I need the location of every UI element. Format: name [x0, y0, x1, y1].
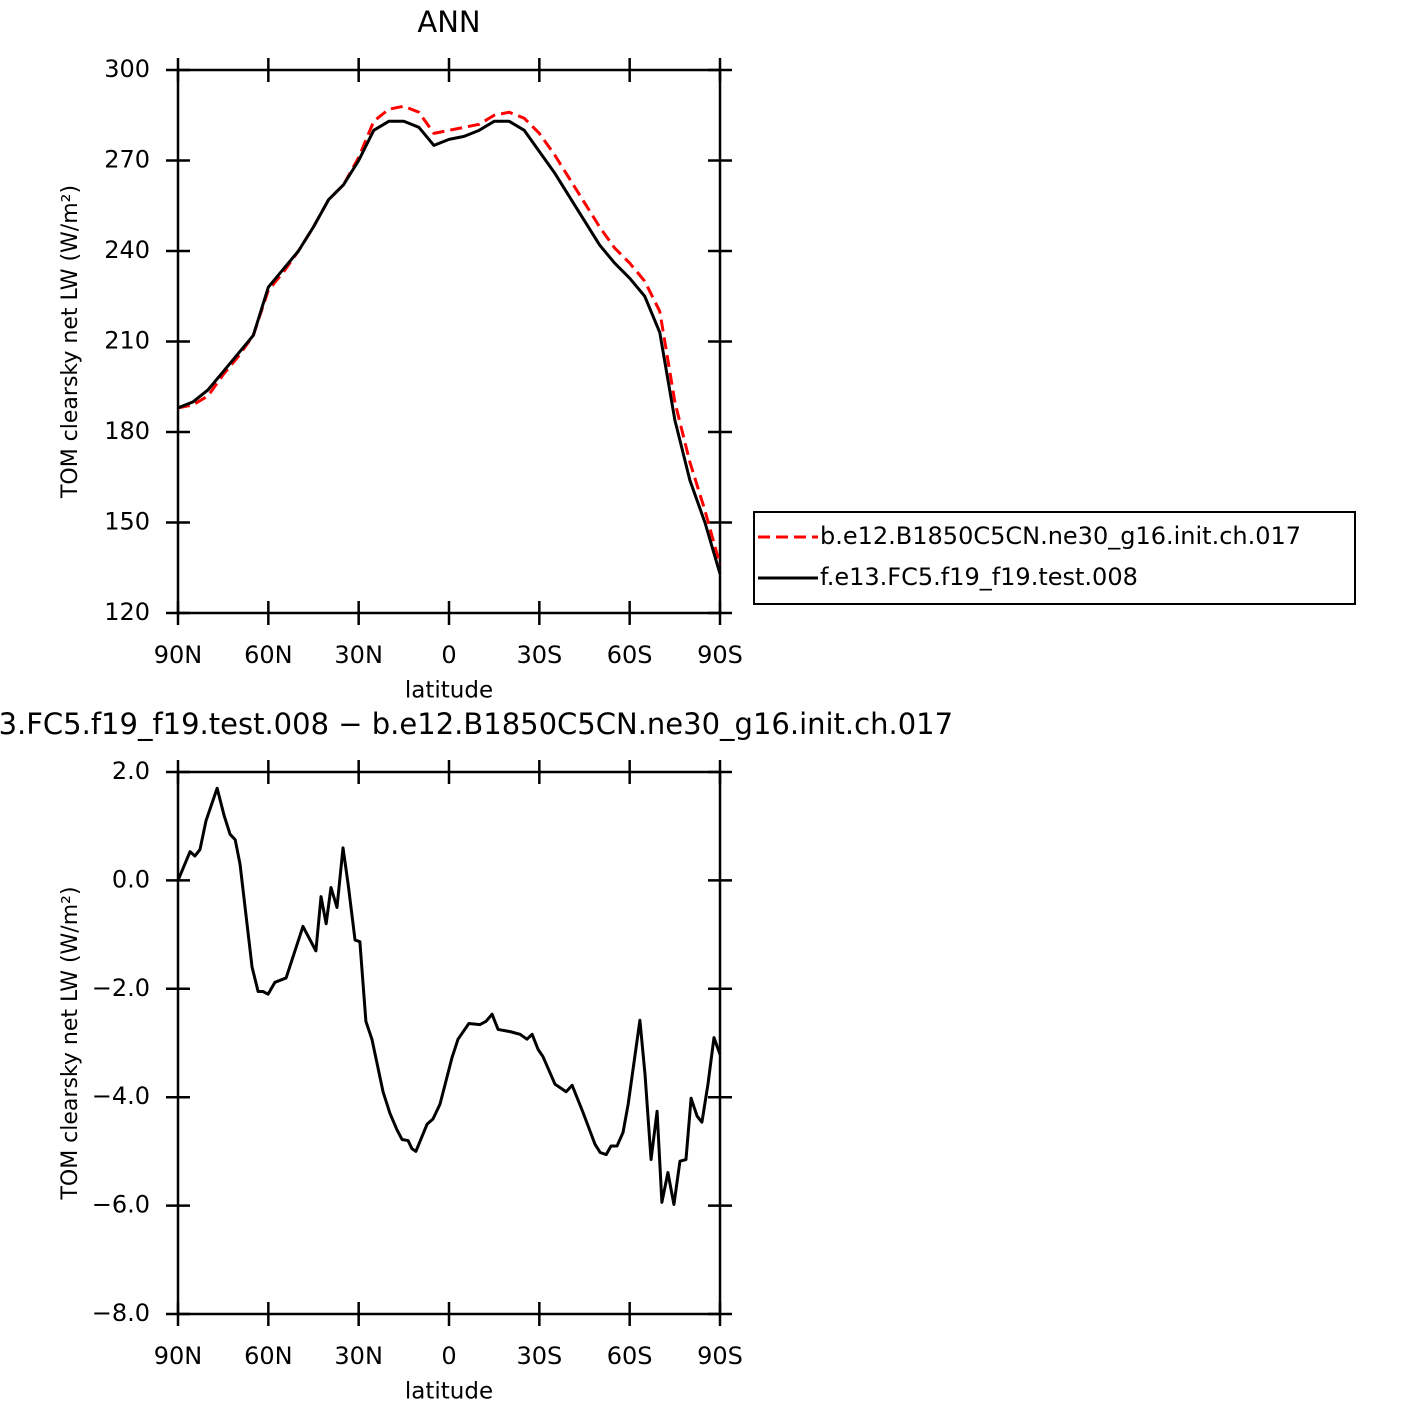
y-tick-label: 270 [104, 146, 150, 174]
data-line [177, 104, 722, 566]
legend-label: b.e12.B1850C5CN.ne30_g16.init.ch.017 [820, 522, 1301, 550]
x-axis-label: latitude [405, 1379, 493, 1405]
y-tick-label: 180 [104, 417, 150, 445]
y-tick-label: 210 [104, 327, 150, 355]
legend-box [753, 511, 1356, 605]
y-tick-label: 2.0 [112, 757, 150, 785]
plot-frame [176, 770, 722, 1316]
y-tick-label: 240 [104, 236, 150, 264]
y-tick-label: 0.0 [112, 865, 150, 893]
x-tick-label: 90N [154, 641, 203, 669]
x-tick-label: 0 [441, 641, 456, 669]
y-axis-label: TOM clearsky net LW (W/m²) [58, 185, 83, 499]
x-tick-label: 0 [441, 1342, 456, 1370]
data-line [176, 786, 722, 1207]
y-tick-label: 300 [104, 55, 150, 83]
x-tick-label: 30S [516, 1342, 562, 1370]
data-line [177, 119, 722, 575]
y-tick-label: −8.0 [92, 1299, 150, 1327]
y-tick-label: −6.0 [92, 1191, 150, 1219]
x-tick-label: 60N [244, 641, 293, 669]
plot-frame [176, 68, 722, 615]
y-axis-label: TOM clearsky net LW (W/m²) [58, 886, 83, 1200]
x-axis-label: latitude [405, 678, 493, 704]
chart-title: f.e13.FC5.f19_f19.test.008 − b.e12.B1850… [0, 707, 953, 741]
x-tick-label: 90S [697, 1342, 743, 1370]
x-tick-label: 30S [516, 641, 562, 669]
x-tick-label: 90N [154, 1342, 203, 1370]
legend-label: f.e13.FC5.f19_f19.test.008 [820, 563, 1138, 591]
y-tick-label: 150 [104, 508, 150, 536]
y-tick-label: −2.0 [92, 974, 150, 1002]
x-tick-label: 60S [607, 641, 653, 669]
x-tick-label: 60N [244, 1342, 293, 1370]
chart-title: ANN [417, 5, 480, 39]
x-tick-label: 60S [607, 1342, 653, 1370]
x-tick-label: 30N [334, 641, 383, 669]
y-tick-label: 120 [104, 598, 150, 626]
y-tick-label: −4.0 [92, 1082, 150, 1110]
x-tick-label: 30N [334, 1342, 383, 1370]
x-tick-label: 90S [697, 641, 743, 669]
